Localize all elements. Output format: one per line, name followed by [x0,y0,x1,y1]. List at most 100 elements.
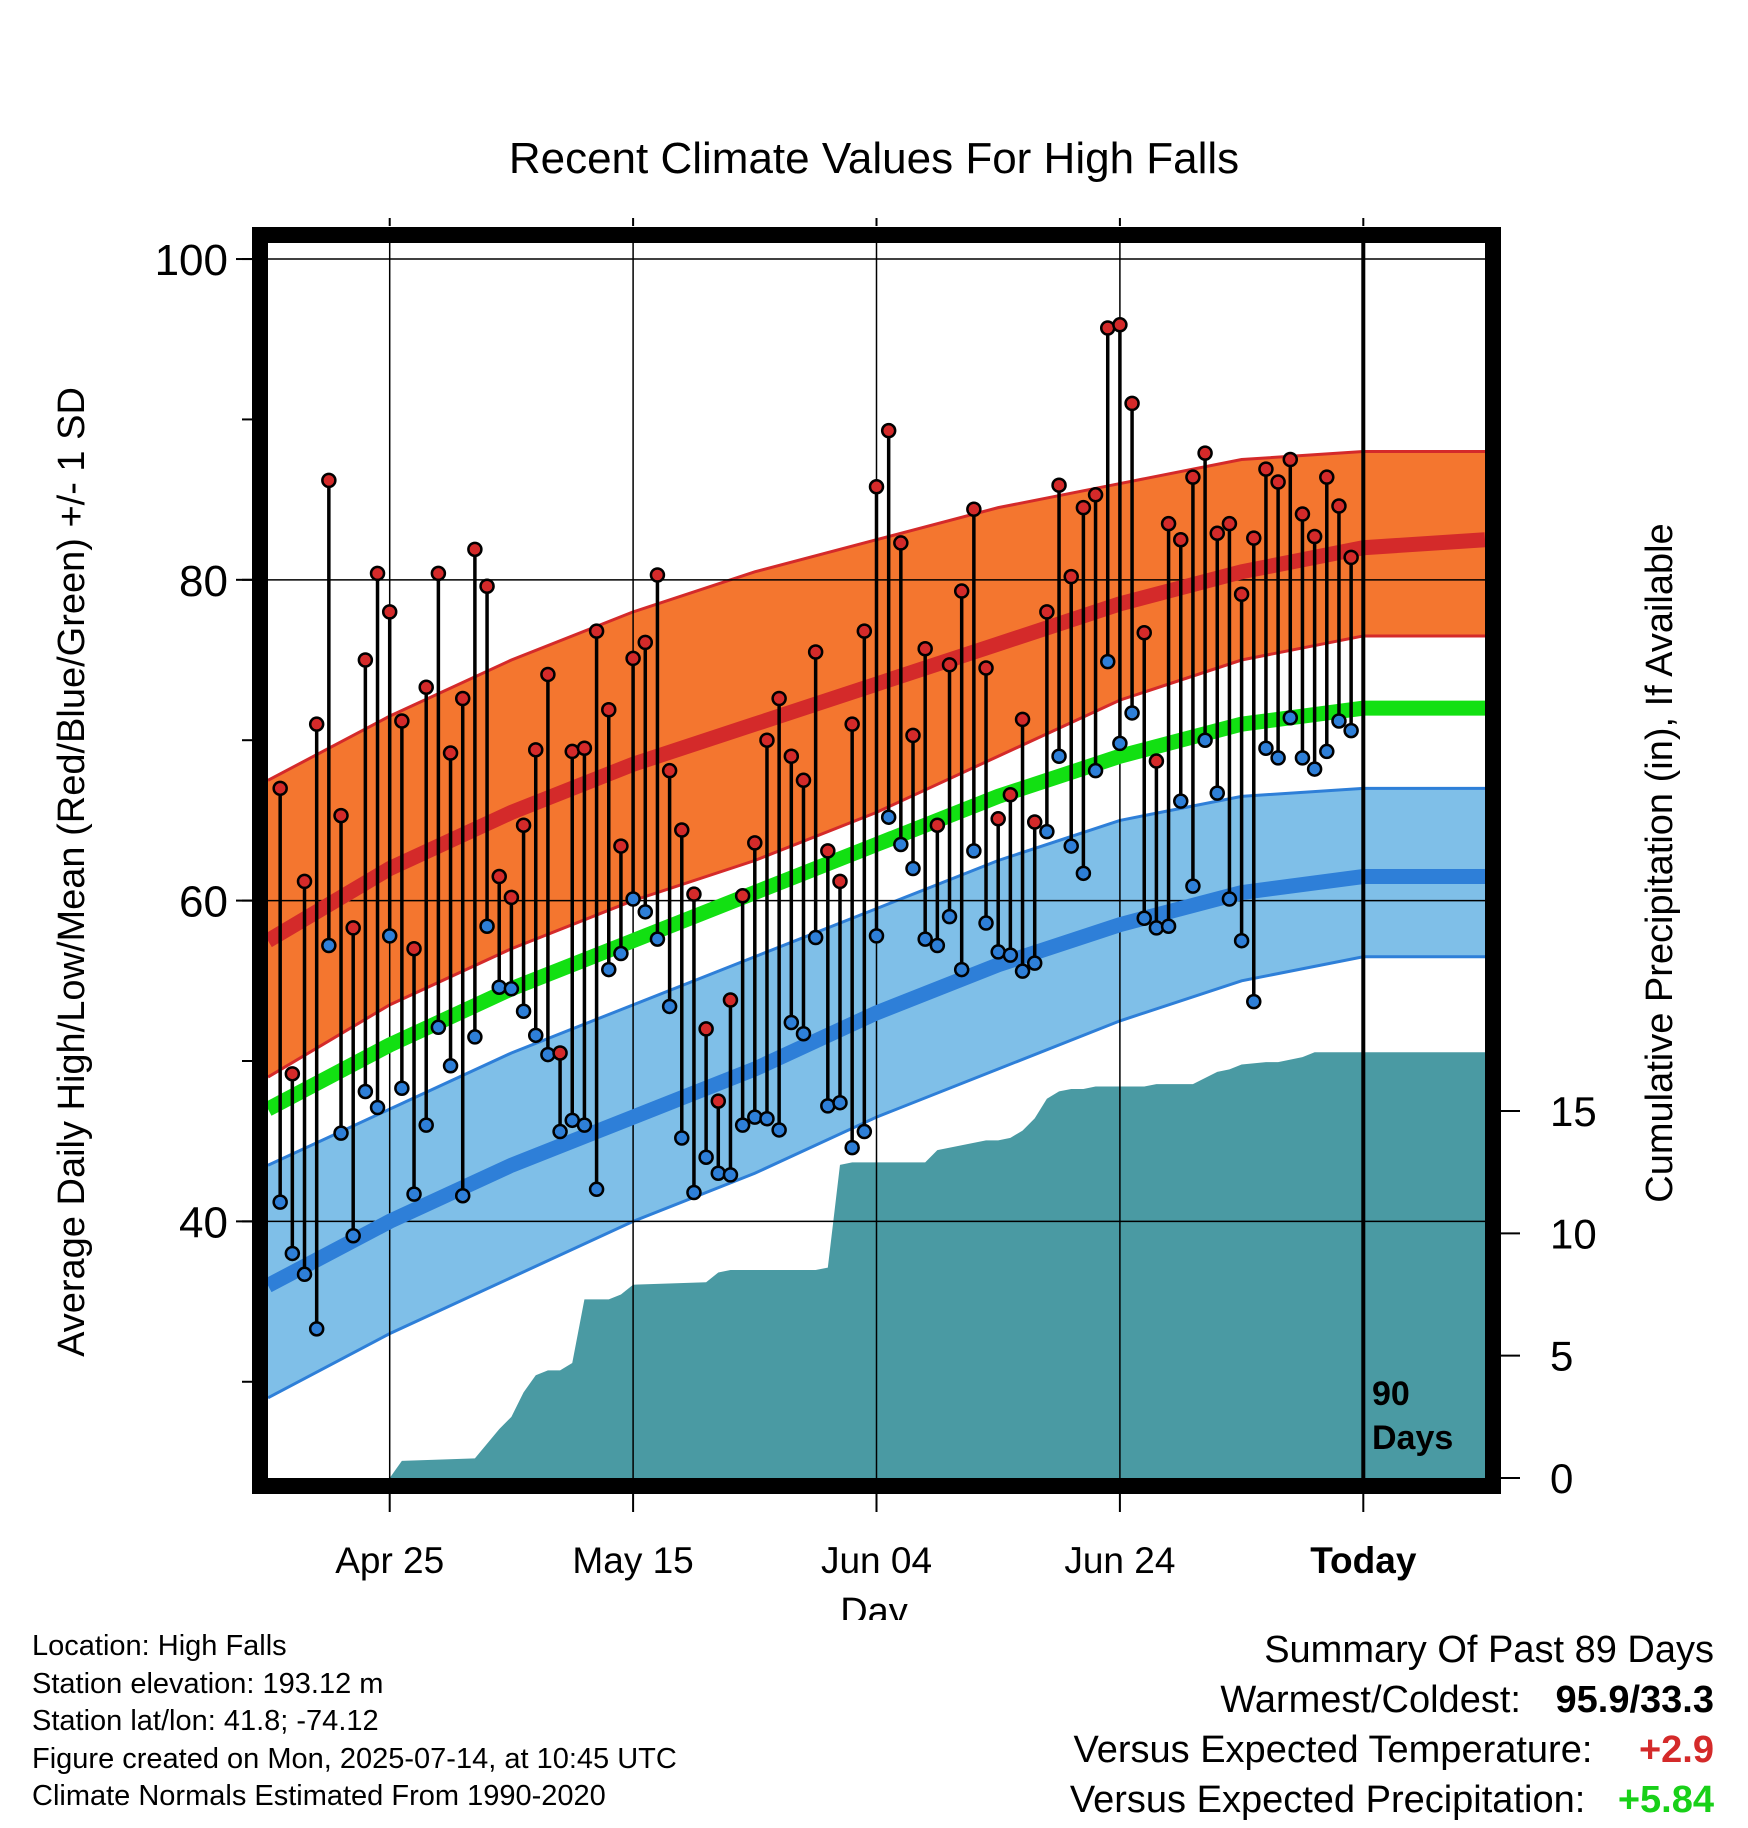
low-point-11 [394,1080,410,1097]
low-point-9 [369,1099,386,1116]
precip-anomaly-row: Versus Expected Precipitation: +5.84 [1070,1775,1714,1825]
low-point-85 [1294,750,1311,766]
low-point-26 [576,1117,593,1133]
warmest-coldest-label: Warmest/Coldest: [1220,1679,1521,1721]
low-point-87 [1319,743,1335,760]
low-point-74 [1160,918,1177,935]
low-point-14 [430,1019,447,1036]
high-point-63 [1026,814,1043,830]
low-point-71 [1124,705,1140,721]
low-point-86 [1306,761,1323,777]
low-point-36 [698,1149,714,1165]
low-point-31 [637,904,654,920]
station-info: Location: High Falls Station elevation: … [32,1628,677,1816]
high-point-34 [674,822,690,838]
high-point-9 [369,565,386,582]
low-point-49 [856,1123,873,1140]
low-point-54 [917,931,933,947]
low-point-48 [844,1139,860,1156]
low-point-57 [953,961,970,978]
high-point-30 [625,650,641,667]
high-point-11 [394,713,410,729]
high-point-5 [321,472,337,489]
high-point-23 [540,666,556,683]
high-point-46 [820,843,836,859]
low-point-34 [674,1130,690,1146]
low-point-33 [661,998,678,1015]
high-point-53 [905,727,921,744]
low-point-27 [588,1181,605,1198]
low-point-17 [467,1029,483,1045]
high-point-88 [1331,498,1347,514]
high-point-67 [1075,499,1092,516]
y-right-tick-label-0: 0 [1550,1455,1573,1502]
x-tick-label-3: Jun 24 [1064,1540,1175,1581]
x-tick-label-2: Jun 04 [821,1540,932,1581]
high-point-6 [333,807,349,824]
today-label-line1: 90 [1372,1375,1410,1413]
low-point-21 [515,1003,532,1020]
precip-anomaly-value: +5.84 [1617,1779,1714,1821]
high-point-75 [1173,531,1189,548]
high-point-38 [722,992,739,1008]
temp-anomaly-label: Versus Expected Temperature: [1073,1729,1593,1771]
high-point-68 [1087,487,1104,503]
low-point-62 [1014,963,1031,979]
low-point-3 [296,1266,313,1283]
low-point-65 [1051,748,1067,764]
high-point-76 [1185,469,1201,485]
high-point-49 [856,623,873,639]
high-point-2 [284,1066,301,1082]
high-point-47 [832,873,848,890]
y-left-tick-label-80: 80 [179,557,228,606]
high-point-7 [345,920,361,936]
low-point-84 [1282,710,1299,726]
summary-title: Summary Of Past 89 Days [1264,1629,1714,1671]
high-point-66 [1063,568,1079,585]
low-point-82 [1258,740,1274,756]
high-point-51 [880,422,897,439]
high-point-56 [941,657,958,673]
high-point-84 [1282,451,1299,468]
high-point-81 [1246,530,1262,546]
low-point-24 [552,1123,568,1140]
temp-anomaly-value: +2.9 [1638,1729,1714,1771]
low-point-76 [1185,878,1201,894]
high-point-40 [747,835,763,851]
precip-anomaly-label: Versus Expected Precipitation: [1069,1779,1586,1821]
x-axis-label: Day [840,1591,908,1620]
high-point-22 [527,742,544,758]
high-point-16 [454,690,471,707]
high-point-31 [637,634,654,651]
high-point-61 [1002,786,1019,803]
high-point-80 [1233,586,1250,603]
plot-frame [252,227,1501,1494]
high-point-79 [1221,515,1238,532]
high-point-50 [868,479,885,495]
high-point-52 [893,535,909,551]
high-point-44 [795,772,812,789]
low-point-8 [357,1083,374,1100]
high-point-41 [759,732,775,748]
low-point-77 [1197,732,1213,748]
high-point-89 [1343,549,1359,566]
high-point-21 [515,817,532,833]
low-point-28 [601,961,617,978]
low-point-70 [1112,735,1128,752]
low-point-43 [783,1014,800,1031]
low-point-42 [771,1122,787,1138]
location-text: Location: High Falls [32,1630,287,1662]
low-point-53 [905,860,921,877]
low-point-55 [929,937,946,954]
high-point-58 [966,501,982,517]
normals-text: Climate Normals Estimated From 1990-2020 [32,1780,606,1812]
low-point-69 [1099,653,1116,670]
high-point-62 [1014,711,1031,728]
low-point-20 [503,981,520,997]
high-point-26 [576,740,593,756]
low-point-80 [1233,932,1250,949]
low-point-41 [759,1110,775,1127]
plot-border [252,227,1501,1494]
low-point-83 [1270,750,1286,766]
low-point-29 [613,945,629,962]
